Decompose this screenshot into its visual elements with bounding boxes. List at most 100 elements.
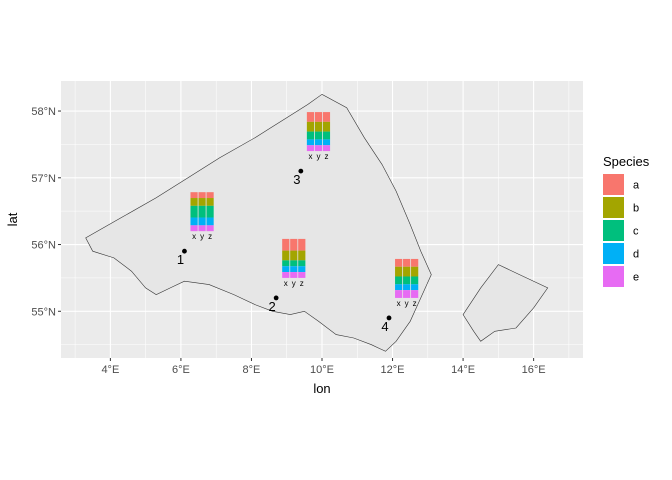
bar-segment-e — [206, 225, 214, 232]
site-2: 2 x y z — [269, 238, 306, 314]
site-point — [386, 315, 392, 321]
bar-segment-c — [290, 260, 298, 267]
bar-label: y — [316, 152, 320, 161]
site-point — [273, 295, 279, 301]
bar-segment-d — [282, 266, 290, 273]
bar-label: x — [308, 152, 312, 161]
bar-segment-b — [411, 266, 419, 277]
bar-segment-e — [411, 290, 419, 298]
legend-label-b: b — [633, 203, 639, 215]
bar-segment-d — [395, 284, 403, 291]
bar-segment-c — [190, 205, 198, 218]
bar-segment-d — [411, 284, 419, 291]
bar-label: x — [397, 299, 401, 308]
bar-segment-c — [322, 131, 331, 140]
bar-segment-a — [403, 258, 411, 267]
y-tick-label: 55°N — [31, 306, 56, 318]
x-tick-label: 6°E — [172, 364, 190, 376]
x-tick-label: 14°E — [451, 364, 475, 376]
bar-label: x — [284, 279, 288, 288]
x-tick-label: 12°E — [381, 364, 405, 376]
bar-segment-d — [322, 139, 331, 146]
legend-key-b — [603, 197, 624, 218]
bar-segment-c — [198, 205, 206, 218]
bar-segment-d — [190, 217, 198, 226]
site-4: 4 x y z — [381, 258, 419, 334]
bar-label: z — [324, 152, 328, 161]
x-tick-label: 4°E — [101, 364, 119, 376]
bar-segment-d — [206, 217, 214, 226]
bar-segment-b — [206, 198, 214, 206]
x-tick-label: 10°E — [310, 364, 334, 376]
bar-segment-c — [206, 205, 214, 218]
bar-segment-a — [314, 112, 323, 122]
bar-segment-a — [290, 238, 298, 251]
bar-segment-c — [403, 276, 411, 285]
bar-segment-c — [306, 131, 315, 140]
bar-segment-a — [395, 258, 403, 267]
y-tick-label: 56°N — [31, 240, 56, 252]
site-point — [182, 248, 187, 254]
y-axis-ticks: 55°N 56°N 57°N 58°N — [31, 106, 61, 318]
bar-segment-b — [282, 250, 290, 261]
y-tick-label: 58°N — [31, 106, 56, 118]
map-regions — [85, 93, 549, 352]
bar-segment-e — [306, 145, 315, 152]
bar-label: y — [405, 299, 409, 308]
bar-segment-e — [290, 272, 298, 278]
bar-segment-a — [198, 192, 206, 199]
legend-key-a — [603, 174, 624, 195]
bar-segment-d — [198, 217, 206, 226]
legend-key-d — [603, 243, 624, 264]
bar-segment-e — [298, 272, 306, 278]
bar-segment-c — [411, 276, 419, 285]
land-region-2 — [462, 264, 549, 342]
bar-label: y — [200, 232, 204, 241]
bar-label: z — [413, 299, 417, 308]
bar-label: x — [192, 232, 196, 241]
bar-segment-a — [190, 192, 198, 199]
bar-segment-a — [206, 192, 214, 199]
bar-segment-e — [198, 225, 206, 232]
bar-segment-d — [298, 266, 306, 273]
bar-segment-a — [322, 112, 331, 122]
bar-segment-b — [306, 121, 315, 132]
bar-label: z — [300, 279, 304, 288]
bar-segment-c — [395, 276, 403, 285]
bar-segment-a — [298, 238, 306, 251]
y-tick-label: 57°N — [31, 173, 56, 185]
x-tick-label: 16°E — [522, 364, 546, 376]
site-label: 2 — [269, 299, 276, 314]
bar-label: y — [292, 279, 296, 288]
bar-segment-b — [190, 198, 198, 206]
legend-label-c: c — [633, 226, 639, 238]
bar-segment-b — [395, 266, 403, 277]
site-1: 1 x y z — [177, 192, 214, 267]
legend-label-e: e — [633, 272, 639, 284]
legend-label-a: a — [633, 180, 640, 192]
bar-segment-b — [298, 250, 306, 261]
site-label: 4 — [381, 319, 388, 334]
site-label: 3 — [293, 172, 300, 187]
site-label: 1 — [177, 252, 184, 267]
bar-segment-a — [282, 238, 290, 251]
legend-label-d: d — [633, 249, 639, 261]
bar-segment-d — [290, 266, 298, 273]
bar-segment-e — [403, 290, 411, 298]
bar-segment-a — [306, 112, 315, 122]
bar-segment-d — [306, 139, 315, 146]
land-region-1 — [85, 93, 432, 352]
bar-segment-b — [322, 121, 331, 132]
bar-segment-c — [314, 131, 323, 140]
bar-segment-b — [403, 266, 411, 277]
legend-key-c — [603, 220, 624, 241]
bar-segment-b — [314, 121, 323, 132]
bar-segment-c — [298, 260, 306, 267]
bar-segment-b — [290, 250, 298, 261]
bar-segment-e — [282, 272, 290, 278]
bar-segment-a — [411, 258, 419, 267]
bar-segment-d — [403, 284, 411, 291]
site-point — [298, 168, 304, 174]
